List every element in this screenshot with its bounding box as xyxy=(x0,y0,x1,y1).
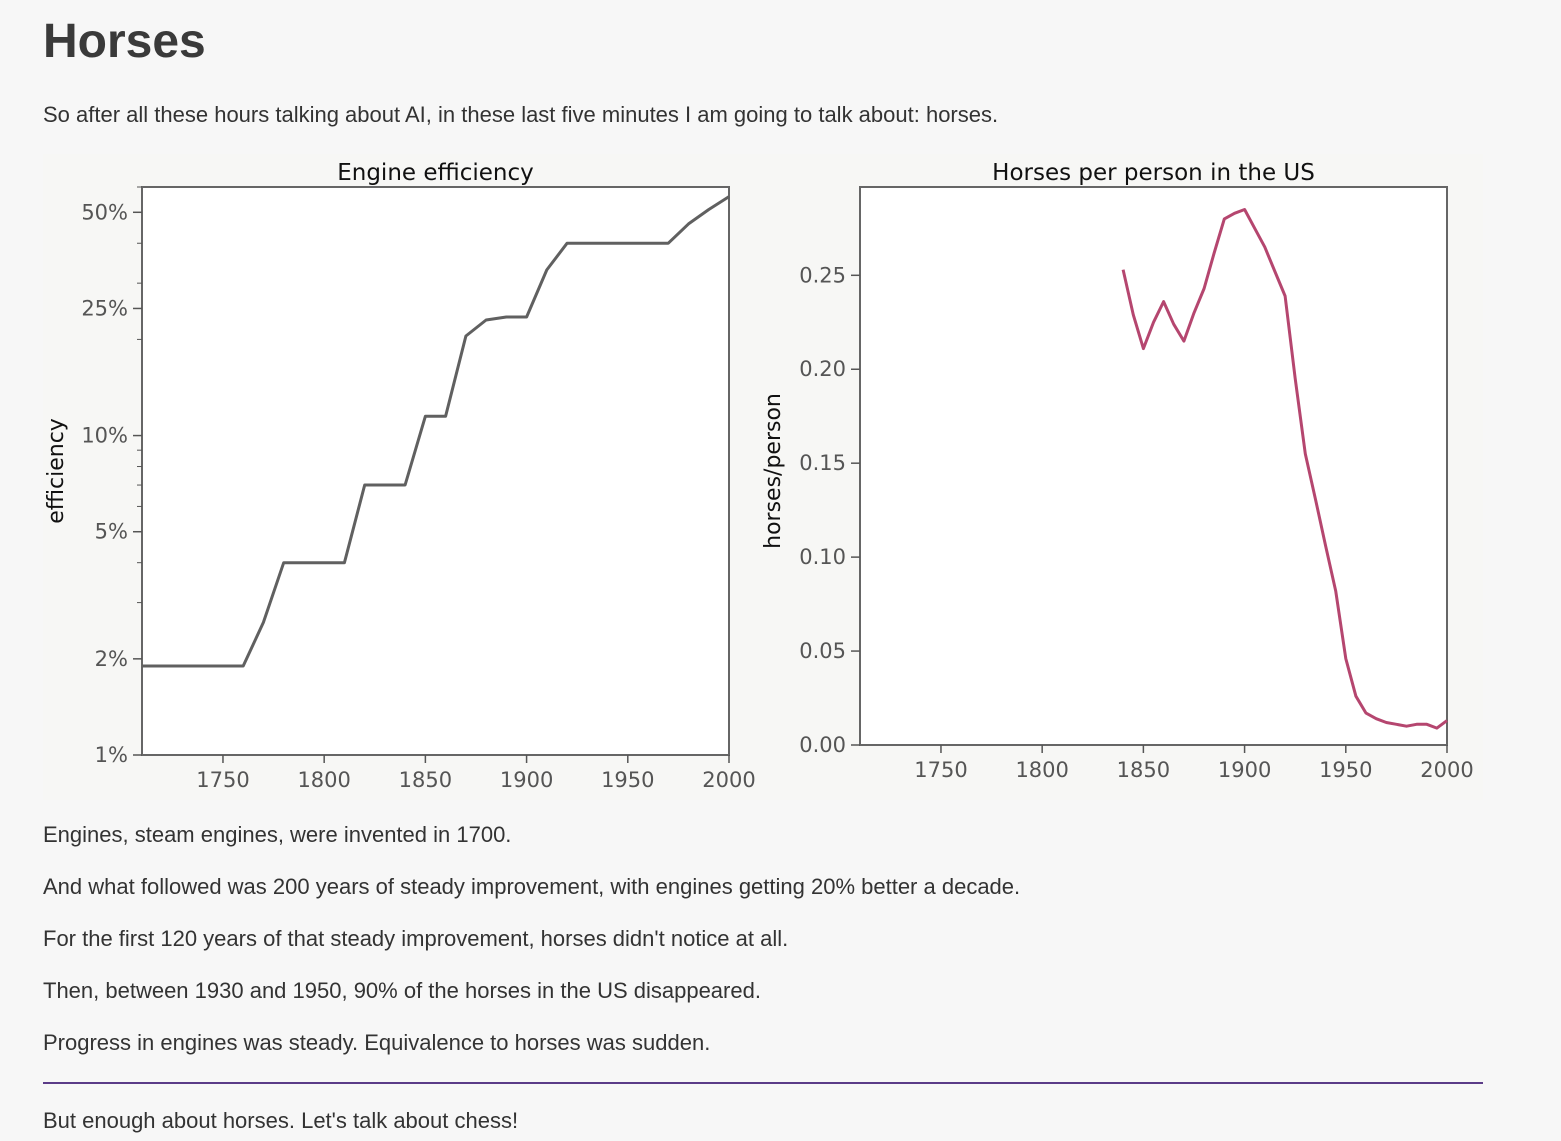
engine-efficiency-data-point xyxy=(282,561,285,564)
horses-per-person-in-the-us-data-point xyxy=(1162,300,1165,303)
engine-efficiency-data-point xyxy=(424,415,427,418)
horses-per-person-in-the-us-data-point xyxy=(1365,712,1368,715)
engine-efficiency-y-tick-label: 25% xyxy=(81,296,128,320)
horses-per-person-in-the-us-data-point xyxy=(1304,452,1307,455)
horses-per-person-in-the-us-title: Horses per person in the US xyxy=(992,160,1315,186)
engine-efficiency-y-axis-label: efficiency xyxy=(44,418,69,524)
horses-per-person-in-the-us-data-point xyxy=(1253,227,1256,230)
horses-per-person-in-the-us-data-point xyxy=(1182,340,1185,343)
horses-per-person-in-the-us-y-tick-label: 0.10 xyxy=(799,545,846,569)
engine-efficiency-data-point xyxy=(242,664,245,667)
engine-efficiency-x-tick-label: 1900 xyxy=(500,768,553,792)
horses-per-person-in-the-us-x-tick-label: 1750 xyxy=(914,758,967,782)
engine-efficiency-data-point xyxy=(525,316,528,319)
horses-per-person-in-the-us-data-point xyxy=(1152,321,1155,324)
horses-per-person-in-the-us-data-point xyxy=(1435,727,1438,730)
charts-svg: Engine efficiency efficiency 1750 1800 1850 1… xyxy=(43,154,1483,800)
paragraph-5: Progress in engines was steady. Equivale… xyxy=(43,1030,711,1055)
horses-per-person-in-the-us-data-point xyxy=(1334,589,1337,592)
engine-efficiency-plot-area xyxy=(141,186,730,756)
horses-per-person-in-the-us-data-point xyxy=(1122,268,1125,271)
section-divider xyxy=(43,1082,1483,1084)
horses-per-person-in-the-us-x-tick-label: 1900 xyxy=(1218,758,1271,782)
horses-per-person-in-the-us-x-tick-label: 1800 xyxy=(1015,758,1068,782)
engine-efficiency-data-point xyxy=(545,268,548,271)
engine-efficiency-data-point xyxy=(141,664,144,667)
paragraph-3: For the first 120 years of that steady i… xyxy=(43,926,789,951)
engine-efficiency-x-tick-label: 1750 xyxy=(196,768,249,792)
horses-per-person-in-the-us-data-point xyxy=(1192,311,1195,314)
engine-efficiency-title: Engine efficiency xyxy=(337,160,534,186)
engine-efficiency-data-point xyxy=(343,561,346,564)
engine-efficiency-data-point xyxy=(404,484,407,487)
horses-per-person-in-the-us-data-point xyxy=(1415,723,1418,726)
engine-efficiency-data-point xyxy=(485,319,488,322)
engine-efficiency-y-tick-label: 5% xyxy=(95,520,128,544)
engine-efficiency-x-tick-label: 2000 xyxy=(702,768,755,792)
horses-per-person-in-the-us-data-point xyxy=(1405,725,1408,728)
horses-per-person-in-the-us-data-point xyxy=(1446,719,1449,722)
engine-efficiency-data-point xyxy=(444,415,447,418)
horses-per-person-in-the-us-data-point xyxy=(1425,723,1428,726)
engine-efficiency-data-point xyxy=(363,484,366,487)
engine-efficiency-data-point xyxy=(566,242,569,245)
engine-efficiency-series-line xyxy=(142,195,730,668)
charts-figure: Engine efficiency efficiency 1750 1800 1850 1… xyxy=(43,154,1483,800)
horses-per-person-in-the-us-plot-area xyxy=(859,186,1448,746)
paragraph-4: Then, between 1930 and 1950, 90% of the … xyxy=(43,978,761,1003)
engine-efficiency-data-point xyxy=(728,195,731,198)
horses-per-person-in-the-us-x-tick-label: 1950 xyxy=(1319,758,1372,782)
horses-per-person-in-the-us-y-axis-label: horses/person xyxy=(761,393,786,549)
horses-per-person-in-the-us-data-point xyxy=(1263,246,1266,249)
horses-per-person-in-the-us-y-tick-label: 0.20 xyxy=(799,357,846,381)
horses-per-person-in-the-us-data-point xyxy=(1132,313,1135,316)
horses-per-person-in-the-us-chart: Horses per person in the US horses/person… xyxy=(761,160,1474,782)
horses-per-person-in-the-us-data-point xyxy=(1273,270,1276,273)
engine-efficiency-x-tick-label: 1850 xyxy=(399,768,452,792)
engine-efficiency-y-tick-label: 50% xyxy=(81,200,128,224)
paragraph-1: Engines, steam engines, were invented in… xyxy=(43,822,512,847)
horses-per-person-in-the-us-data-point xyxy=(1172,323,1175,326)
engine-efficiency-data-point xyxy=(464,334,467,337)
horses-per-person-in-the-us-data-point xyxy=(1243,208,1246,211)
horses-per-person-in-the-us-series-line xyxy=(1121,208,1448,730)
horses-per-person-in-the-us-data-point xyxy=(1213,251,1216,254)
horses-per-person-in-the-us-y-tick-label: 0.00 xyxy=(799,733,846,757)
engine-efficiency-data-point xyxy=(505,316,508,319)
horses-per-person-in-the-us-data-point xyxy=(1203,287,1206,290)
engine-efficiency-data-point xyxy=(262,621,265,624)
horses-per-person-in-the-us-y-tick-label: 0.25 xyxy=(799,263,846,287)
horses-per-person-in-the-us-data-point xyxy=(1314,497,1317,500)
horses-per-person-in-the-us-data-point xyxy=(1375,717,1378,720)
engine-efficiency-data-point xyxy=(707,208,710,211)
horses-per-person-in-the-us-data-point xyxy=(1223,217,1226,220)
engine-efficiency-chart: Engine efficiency efficiency 1750 1800 1850 1… xyxy=(44,160,756,792)
horses-per-person-in-the-us-data-point xyxy=(1233,212,1236,215)
horses-per-person-in-the-us-data-point xyxy=(1344,657,1347,660)
horses-per-person-in-the-us-data-point xyxy=(1284,294,1287,297)
intro-paragraph: So after all these hours talking about A… xyxy=(43,102,999,127)
horses-per-person-in-the-us-data-point xyxy=(1142,347,1145,350)
engine-efficiency-data-point xyxy=(687,222,690,225)
engine-efficiency-x-tick-label: 1800 xyxy=(297,768,350,792)
horses-per-person-in-the-us-data-point xyxy=(1354,695,1357,698)
horses-per-person-in-the-us-data-point xyxy=(1324,544,1327,547)
paragraph-2: And what followed was 200 years of stead… xyxy=(43,874,1021,899)
page-title: Horses xyxy=(43,15,206,68)
engine-efficiency-x-tick-label: 1950 xyxy=(601,768,654,792)
horses-per-person-in-the-us-data-point xyxy=(1395,723,1398,726)
horses-per-person-in-the-us-data-point xyxy=(1385,721,1388,724)
horses-per-person-in-the-us-data-point xyxy=(1294,377,1297,380)
engine-efficiency-y-tick-label: 2% xyxy=(95,647,128,671)
engine-efficiency-y-tick-label: 1% xyxy=(95,743,128,767)
closing-paragraph: But enough about horses. Let's talk abou… xyxy=(43,1108,519,1133)
horses-per-person-in-the-us-y-tick-label: 0.05 xyxy=(799,639,846,663)
horses-per-person-in-the-us-y-tick-label: 0.15 xyxy=(799,451,846,475)
engine-efficiency-data-point xyxy=(667,242,670,245)
horses-per-person-in-the-us-x-tick-label: 2000 xyxy=(1420,758,1473,782)
engine-efficiency-y-tick-label: 10% xyxy=(81,424,128,448)
horses-per-person-in-the-us-x-tick-label: 1850 xyxy=(1117,758,1170,782)
